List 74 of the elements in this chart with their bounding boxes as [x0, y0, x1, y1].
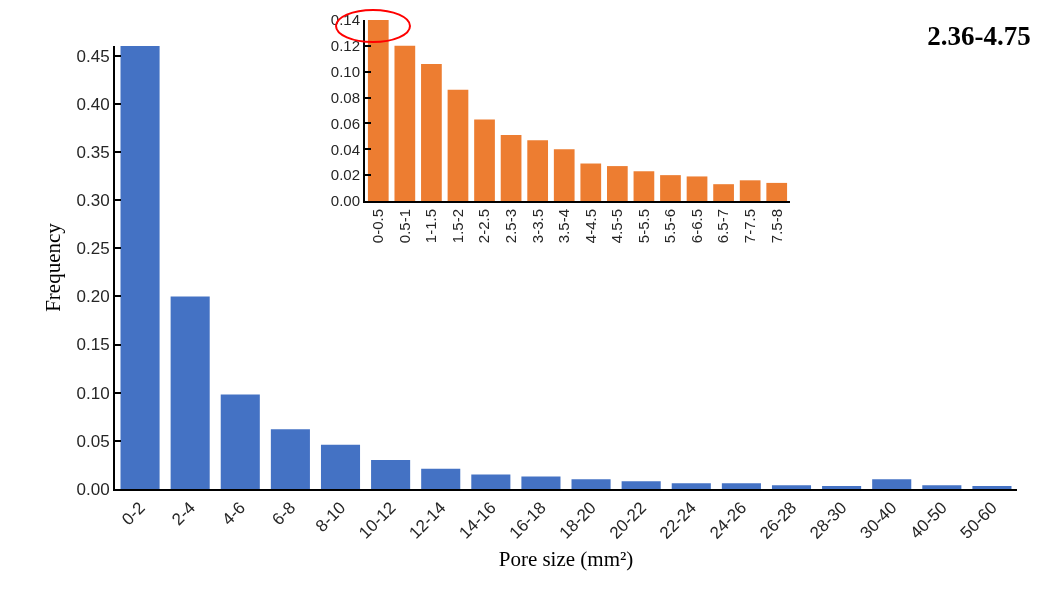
x-tick-label: 3.5-4 [555, 209, 573, 244]
bar [621, 481, 661, 489]
y-tick-label: 0.10 [330, 62, 360, 80]
x-tick-label: 0.5-1 [395, 209, 413, 244]
bar [371, 460, 411, 489]
y-tick-label: 0.08 [330, 88, 360, 106]
x-tick-label: 6-6.5 [687, 209, 705, 244]
bar [872, 479, 912, 489]
x-tick-label: 6.5-7 [714, 209, 732, 244]
y-tick-label: 0.06 [330, 114, 360, 132]
bar [474, 119, 495, 201]
bar [367, 20, 389, 201]
bar [553, 149, 575, 201]
bar [580, 163, 602, 201]
bar [394, 45, 416, 201]
bar [527, 140, 549, 201]
x-tick-label: 1.5-2 [448, 209, 466, 244]
bar [606, 166, 628, 201]
bar [721, 483, 761, 489]
y-tick-label: 0.05 [76, 431, 110, 451]
bar [471, 474, 511, 489]
bar [170, 296, 210, 489]
x-tick-label: 0-2 [118, 498, 149, 530]
x-tick-label: 5.5-6 [661, 209, 679, 244]
x-axis-title: Pore size (mm²) [498, 547, 634, 572]
x-tick-label: 1-1.5 [422, 209, 440, 244]
bar [972, 486, 1012, 489]
y-tick-label: 0.15 [76, 335, 110, 355]
bar [771, 485, 812, 489]
bar [660, 175, 681, 201]
bar [686, 176, 708, 201]
y-tick-label: 0.35 [76, 142, 110, 162]
y-tick-label: 0.20 [76, 287, 110, 307]
y-tick-label: 0.25 [76, 239, 110, 259]
x-tick-label: 4-4.5 [581, 209, 599, 244]
bar [421, 63, 442, 201]
y-tick-label: 0.04 [330, 140, 360, 158]
bar [739, 180, 761, 201]
bar [922, 485, 962, 489]
y-tick-label: 0.02 [330, 166, 360, 184]
bar [421, 468, 461, 489]
bar [671, 483, 711, 489]
y-axis-title: Frequency [41, 222, 66, 312]
x-tick-label: 5-5.5 [634, 209, 652, 244]
y-tick-label: 0.30 [76, 191, 110, 211]
bar [270, 429, 310, 489]
x-tick-label: 4-6 [218, 498, 250, 530]
x-tick-label: 7.5-8 [767, 209, 785, 244]
bar [500, 135, 522, 201]
x-tick-label: 4.5-5 [608, 209, 626, 244]
x-tick-label: 2.5-3 [501, 209, 519, 244]
bar [822, 486, 862, 489]
bar [571, 479, 611, 489]
bar [220, 394, 260, 489]
y-tick-label: 0.40 [76, 94, 110, 114]
x-tick-label: 7-7.5 [741, 209, 759, 244]
y-tick-label: 0.12 [330, 37, 360, 55]
bar [633, 171, 655, 201]
x-tick-label: 0-0.5 [369, 209, 387, 244]
bar [120, 46, 160, 489]
x-tick-label: 2-4 [168, 498, 200, 530]
y-tick-label: 0.45 [76, 46, 110, 66]
y-tick-label: 0.10 [76, 383, 110, 403]
x-tick-label: 6-8 [268, 498, 300, 530]
bar [447, 89, 469, 201]
chart-title: 2.36-4.75 [927, 21, 1031, 52]
x-tick-label: 2-2.5 [475, 209, 493, 244]
bar [521, 476, 561, 489]
bar [713, 184, 734, 201]
bar [766, 182, 788, 201]
x-tick-label: 3-3.5 [528, 209, 546, 244]
y-tick-label: 0.00 [76, 479, 110, 499]
y-tick-label: 0.00 [330, 192, 360, 210]
bar [320, 444, 361, 489]
